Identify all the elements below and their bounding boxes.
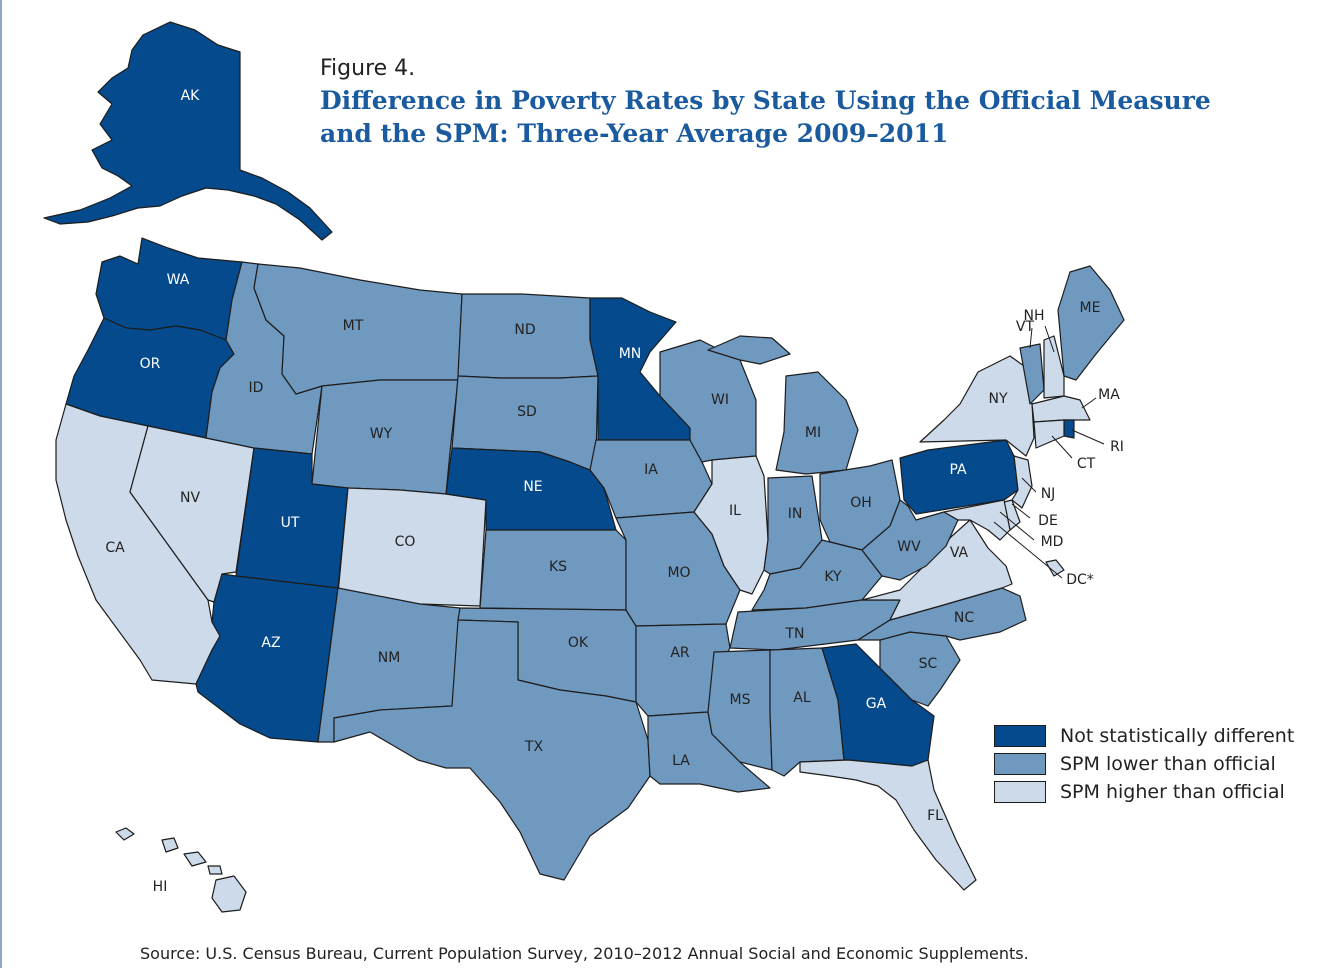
state-hi [115,827,247,913]
figure-label: Figure 4. [320,56,416,81]
leader-line-vt [1029,327,1033,349]
state-label-ky: KY [824,569,842,585]
state-label-sd: SD [517,404,537,420]
state-label-wi: WI [711,392,729,408]
state-label-ca: CA [105,540,125,556]
state-label-sc: SC [919,656,938,672]
legend-swatch-not-different [994,725,1046,747]
leader-lines [993,325,1105,579]
state-il [693,455,769,595]
state-label-hi: HI [153,879,168,895]
state-ma [1031,395,1091,423]
state-label-nj: NJ [1041,486,1056,502]
state-dc [1045,559,1065,577]
state-nh [1043,335,1065,399]
state-tx [333,619,651,881]
state-ri [1063,419,1075,439]
legend-swatch-lower [994,753,1046,775]
state-nj [1011,455,1033,509]
state-label-ok: OK [568,635,589,651]
state-label-ne: NE [523,479,542,495]
state-label-mn: MN [619,346,642,362]
state-label-nh: NH [1024,308,1045,324]
state-label-wy: WY [370,426,393,442]
legend-item-higher: SPM higher than official [994,778,1294,806]
state-ny [919,355,1035,457]
state-label-me: ME [1080,300,1101,316]
state-label-pa: PA [949,462,967,478]
leader-line-ct [1051,435,1073,459]
leader-line-dc [993,521,1063,579]
leader-line-md [999,511,1035,541]
state-label-wv: WV [897,539,921,555]
title-line-1: Difference in Poverty Rates by State Usi… [320,86,1211,115]
state-label-ak: AK [181,88,201,104]
state-label-ny: NY [988,391,1007,407]
state-az [195,573,339,743]
state-label-md: MD [1041,534,1064,550]
leader-line-nh [1044,325,1055,353]
state-ne [445,447,617,531]
legend-item-lower: SPM lower than official [994,750,1294,778]
state-label-il: IL [729,503,741,519]
state-label-ks: KS [549,559,567,575]
leader-line-de [1011,503,1031,519]
leader-line-ri [1071,429,1105,445]
state-label-la: LA [672,753,690,769]
state-label-ri: RI [1110,439,1124,455]
state-label-va: VA [950,545,969,561]
state-label-ct: CT [1077,456,1096,472]
state-label-fl: FL [927,808,943,824]
state-label-ms: MS [730,692,751,708]
state-shapes [43,21,1125,913]
state-label-id: ID [249,380,264,396]
state-me [1057,265,1125,381]
state-ct [1033,419,1065,449]
state-label-nc: NC [954,610,974,626]
state-label-nm: NM [378,650,401,666]
legend: Not statistically different SPM lower th… [994,722,1294,806]
state-label-mi: MI [805,425,821,441]
state-label-al: AL [793,690,811,706]
state-label-tx: TX [524,739,544,755]
state-label-tn: TN [784,626,804,642]
legend-item-not-different: Not statistically different [994,722,1294,750]
title-line-2: and the SPM: Three-Year Average 2009–201… [320,119,949,148]
state-label-mt: MT [343,318,364,334]
state-label-nv: NV [180,490,200,506]
left-border-rule [0,0,2,968]
legend-label-not-different: Not statistically different [1060,725,1295,747]
state-label-or: OR [140,356,161,372]
state-label-in: IN [788,506,803,522]
state-md [943,499,1011,541]
legend-label-higher: SPM higher than official [1060,781,1285,803]
state-label-az: AZ [261,635,280,651]
state-label-dc: DC* [1066,572,1094,588]
leader-line-nj [1021,477,1037,493]
state-labels: AK HI WA OR CA NV ID MT WY UT CO AZ NM ND SD NE KS OK TX MN… [105,88,1124,895]
state-label-de: DE [1038,513,1058,529]
state-fl [799,759,977,891]
state-label-vt: VT [1016,319,1035,335]
state-label-ut: UT [281,515,300,531]
state-ak [43,21,333,241]
legend-label-lower: SPM lower than official [1060,753,1276,775]
source-note: Source: U.S. Census Bureau, Current Popu… [140,944,1029,963]
state-label-ga: GA [866,696,887,712]
state-label-co: CO [395,534,416,550]
figure-title: Difference in Poverty Rates by State Usi… [320,84,1211,150]
legend-swatch-higher [994,781,1046,803]
state-wv [861,499,959,581]
leader-line-ma [1081,397,1097,409]
state-label-ia: IA [644,462,658,478]
state-label-ma: MA [1098,387,1120,403]
state-label-wa: WA [167,272,190,288]
state-label-mo: MO [667,565,690,581]
state-label-ar: AR [670,645,690,661]
state-label-nd: ND [514,322,535,338]
state-label-oh: OH [850,495,872,511]
